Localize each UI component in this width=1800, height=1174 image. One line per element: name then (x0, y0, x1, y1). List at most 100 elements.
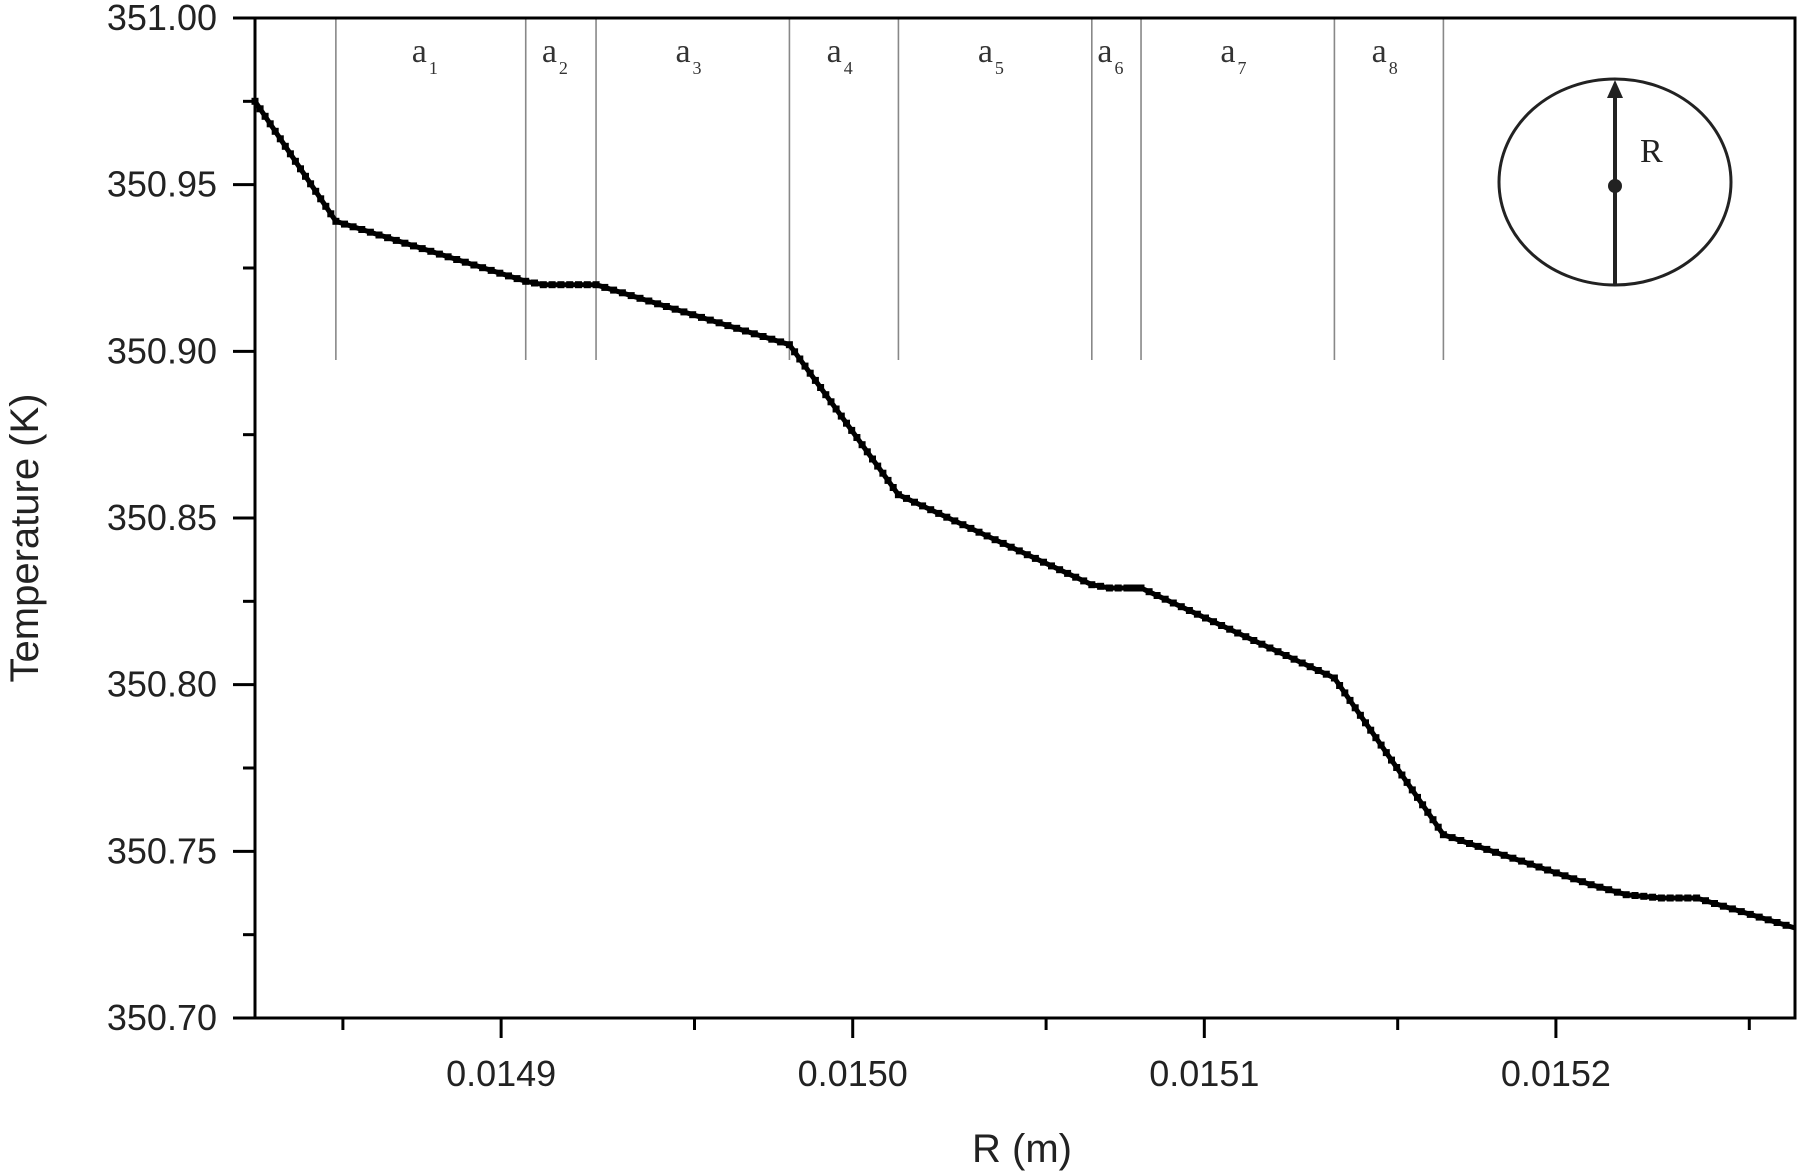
data-point (548, 281, 556, 289)
data-point (1023, 551, 1031, 559)
inset-label: R (1640, 133, 1663, 170)
data-point (1587, 881, 1595, 889)
data-point (261, 112, 269, 120)
data-point (317, 195, 325, 203)
data-point (1161, 595, 1169, 603)
data-point (1123, 584, 1131, 592)
data-point (297, 165, 304, 173)
data-point (967, 524, 975, 532)
data-point (806, 369, 814, 377)
data-point (557, 281, 565, 289)
data-point (1274, 648, 1282, 656)
data-point (1266, 644, 1274, 652)
data-point (927, 506, 935, 514)
data-point (1202, 614, 1209, 622)
region-label-subscript: 4 (844, 58, 853, 78)
data-point (444, 253, 452, 261)
inset-center-dot (1608, 179, 1622, 193)
data-point (1130, 584, 1138, 592)
data-point (1007, 543, 1015, 551)
data-point (801, 362, 809, 370)
data-point (1711, 900, 1718, 907)
data-point (470, 261, 478, 269)
data-point (1552, 869, 1560, 877)
data-point (1218, 622, 1226, 629)
data-point (1226, 625, 1234, 633)
data-point (1457, 837, 1465, 844)
data-point (975, 528, 983, 536)
data-point (1250, 637, 1258, 644)
data-point (1185, 607, 1193, 614)
data-point (1429, 816, 1437, 824)
data-point (645, 297, 653, 305)
data-point (1605, 886, 1613, 894)
data-point (1336, 682, 1344, 689)
data-point (327, 210, 335, 218)
data-point (1466, 840, 1473, 847)
data-point (1666, 894, 1674, 902)
region-label-subscript: 8 (1389, 58, 1398, 78)
data-series (251, 97, 1796, 931)
data-point (276, 135, 284, 143)
data-point (1613, 888, 1621, 896)
data-point (1290, 655, 1298, 663)
data-point (919, 502, 927, 510)
data-point (1640, 892, 1648, 900)
y-tick-label: 350.75 (107, 830, 217, 871)
data-point (654, 300, 662, 308)
plot-frame (253, 16, 1797, 1020)
data-point (307, 180, 315, 188)
data-point (479, 264, 487, 272)
data-point (1578, 878, 1586, 886)
data-point (1526, 860, 1534, 868)
region-label-subscript: 2 (559, 58, 568, 78)
data-point (1362, 719, 1369, 727)
region-label-subscript: 7 (1238, 58, 1247, 78)
data-point (1351, 704, 1359, 712)
data-point (349, 223, 357, 231)
data-point (1356, 711, 1364, 719)
data-point (1306, 663, 1314, 671)
data-point (1330, 674, 1338, 682)
data-point (863, 448, 871, 456)
data-point (1105, 584, 1113, 592)
data-point (1474, 842, 1482, 850)
data-point (943, 513, 951, 521)
data-point (715, 319, 723, 327)
data-point (1448, 834, 1456, 842)
data-point (983, 532, 991, 540)
data-point (1684, 894, 1692, 902)
data-point (1728, 905, 1736, 913)
data-point (1719, 902, 1727, 910)
axes: 350.70 350.75 350.80 350.85 350.90 350.95 351.… (107, 0, 1797, 1094)
data-point (1434, 823, 1442, 831)
data-point (1040, 558, 1047, 566)
data-point (811, 376, 819, 384)
data-point (1570, 875, 1578, 883)
region-label-subscript: 1 (429, 58, 438, 78)
data-point (1298, 659, 1306, 667)
data-point (291, 157, 299, 165)
data-point (1596, 883, 1604, 891)
data-point (1177, 603, 1185, 611)
x-axis-title: R (m) (972, 1127, 1072, 1171)
data-point (1419, 801, 1427, 809)
data-point (583, 281, 591, 289)
data-point (733, 324, 741, 332)
data-point (1561, 872, 1569, 880)
data-point (1341, 689, 1349, 697)
data-point (1414, 793, 1421, 801)
data-point (522, 277, 530, 285)
data-point (1693, 894, 1701, 902)
data-point (358, 226, 366, 233)
inset-diagram: R (1497, 77, 1733, 287)
data-point (627, 292, 635, 300)
data-point (1535, 863, 1543, 871)
data-point (1675, 894, 1683, 902)
y-tick-label: 350.70 (107, 997, 217, 1038)
data-point (817, 384, 825, 391)
